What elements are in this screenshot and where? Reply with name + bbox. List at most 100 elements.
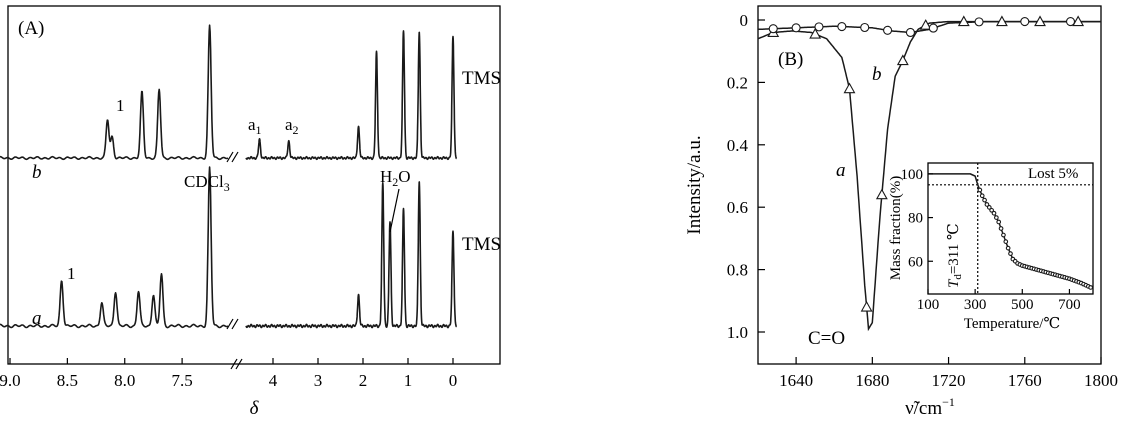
panel-b-label: (B) (778, 49, 803, 70)
panel-b-x-label: ν̃/cm−1 (905, 395, 955, 419)
panel-b-ticks: 1640 1680 1720 1760 1800 0 0.2 0.4 0.6 0.8 1.0 (727, 11, 1118, 390)
inset-y-tick-label: 100 (901, 167, 924, 183)
series-b-circle-marker (860, 22, 870, 33)
panel-b-frame (757, 5, 1102, 365)
series-b-circle-marker (1065, 17, 1076, 27)
inset-circle-marker (982, 197, 987, 203)
panel-a-x-tick-label: 8.0 (114, 371, 135, 390)
series-b-circle-marker (1020, 17, 1030, 27)
panel-a-x-tick-label: 4 (269, 371, 278, 390)
series-b-circle-marker (814, 22, 824, 32)
panel-a: (A) b a TMS TMS 1 1 a1 a2 CDCl3 H2O 9.0 8… (0, 5, 501, 419)
series-a-triangle-marker (919, 19, 932, 30)
panel-a-label: (A) (18, 18, 44, 39)
peak-label-1-b: 1 (116, 96, 125, 115)
inset-tga: 100 300 500 700 60 80 100 Lost 5% Td=311 ℃ Mas… (888, 162, 1094, 332)
panel-a-x-tick-label: 8.5 (57, 371, 78, 390)
peak-label-a2: a2 (285, 115, 299, 137)
series-a-markers (767, 15, 1085, 312)
panel-b-y-tick-label: 0.8 (727, 261, 748, 280)
panel-a-x-tick-label: 7.5 (171, 371, 192, 390)
inset-markers (977, 187, 1093, 290)
inset-frame (927, 162, 1094, 295)
panel-b-x-tick-label: 1800 (1084, 371, 1118, 390)
panel-b-y-tick-label: 0 (740, 11, 749, 30)
axis-break-marks (226, 151, 243, 370)
inset-y-tick-label: 80 (908, 211, 923, 227)
inset-circle-marker (977, 187, 983, 193)
panel-a-x-tick-label: 1 (404, 371, 413, 390)
co-annotation: C=O (808, 328, 845, 349)
series-b-circle-marker (883, 25, 893, 35)
inset-circle-marker (1001, 232, 1006, 238)
tms-label-b: TMS (462, 68, 501, 89)
spectrum-a (0, 166, 458, 329)
peak-label-a1: a1 (248, 115, 262, 137)
series-label-a: a (32, 308, 42, 329)
panel-a-x-tick-label: 0 (449, 371, 458, 390)
panel-b-x-tick-label: 1680 (855, 371, 889, 390)
panel-b-y-tick-label: 0.6 (727, 198, 748, 217)
inset-circle-marker (996, 219, 1002, 225)
inset-lost-label: Lost 5% (1028, 166, 1078, 182)
series-a-triangle-marker (843, 82, 856, 94)
panel-b-x-tick-label: 1760 (1008, 371, 1042, 390)
inset-x-tick-label: 300 (964, 297, 987, 313)
panel-a-x-tick-label: 3 (314, 371, 323, 390)
inset-circle-marker (1005, 245, 1011, 251)
peak-label-1-a: 1 (67, 264, 76, 283)
panel-b-y-tick-label: 0.4 (727, 136, 749, 155)
inset-x-tick-label: 500 (1011, 297, 1034, 313)
peak-label-cdcl3: CDCl3 (184, 172, 230, 194)
panel-a-frame (7, 5, 501, 365)
tms-label-a: TMS (462, 234, 501, 255)
panel-b-y-label: Intensity/a.u. (684, 135, 705, 234)
series-b-circle-marker (837, 22, 847, 32)
inset-circle-marker (989, 207, 994, 213)
inset-y-label: Mass fraction(%) (888, 176, 904, 281)
inset-circle-marker (1088, 285, 1093, 290)
series-a-triangle-marker (1034, 15, 1046, 27)
inset-td-label: Td=311 ℃ (946, 223, 964, 288)
spectrum-b (0, 24, 458, 161)
series-b-circle-marker (974, 17, 984, 27)
panel-b: (B) 1640 1680 1720 1760 1800 0 0.2 0.4 0.6 0.8 1.0… (684, 5, 1118, 419)
inset-circle-marker (986, 205, 992, 210)
inset-circle-marker (984, 202, 990, 207)
panel-b-x-tick-label: 1640 (779, 371, 813, 390)
inset-circle-marker (979, 193, 985, 199)
series-label-a-ftir: a (836, 160, 846, 181)
inset-x-tick-label: 100 (917, 297, 940, 313)
series-a-triangle-marker (875, 188, 888, 200)
series-label-b: b (32, 162, 42, 183)
inset-x-label: Temperature/℃ (964, 316, 1061, 332)
series-a-triangle-marker (957, 15, 970, 27)
series-a-triangle-marker (1072, 15, 1085, 27)
panel-a-x-ticks: 9.0 8.5 8.0 7.5 4 3 2 1 0 (0, 358, 457, 390)
panel-a-x-tick-label: 2 (359, 371, 368, 390)
inset-circle-marker (1003, 239, 1009, 244)
inset-circle-marker (994, 215, 999, 220)
series-a-triangle-marker (995, 15, 1008, 27)
series-b-circle-marker (928, 23, 938, 33)
panel-a-x-label: δ (250, 398, 260, 419)
series-b-circle-marker (791, 23, 801, 33)
series-a-triangle-marker (896, 54, 909, 66)
inset-ticks: 100 300 500 700 60 80 100 (901, 167, 1081, 313)
panel-b-x-tick-label: 1720 (932, 371, 966, 390)
inset-circle-marker (1008, 251, 1013, 256)
series-label-b-ftir: b (872, 64, 882, 85)
series-b-circle-marker (768, 24, 778, 34)
series-b-circle-marker (905, 27, 915, 38)
inset-x-tick-label: 700 (1058, 297, 1081, 313)
panel-b-y-tick-label: 0.2 (727, 73, 748, 92)
panel-b-y-tick-label: 1.0 (727, 323, 748, 342)
inset-circle-marker (991, 210, 997, 216)
series-b-markers (768, 17, 1076, 38)
inset-circle-marker (998, 226, 1004, 231)
peak-label-h2o: H2O (380, 167, 411, 189)
panel-a-x-tick-label: 9.0 (0, 371, 21, 390)
h2o-pointer-line (389, 188, 400, 233)
series-a-triangle-marker (860, 300, 873, 312)
